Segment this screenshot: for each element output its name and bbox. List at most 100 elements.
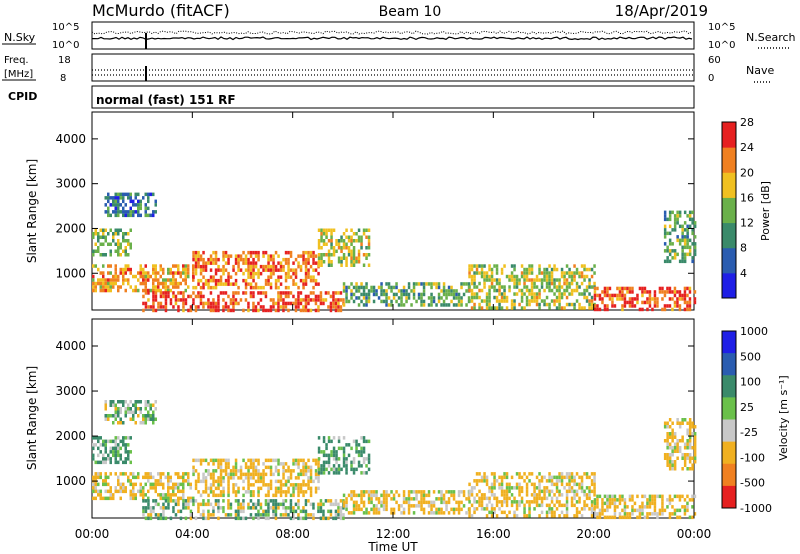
scatter-cell [663, 242, 667, 246]
scatter-cell [124, 446, 127, 451]
scatter-cell [124, 278, 127, 282]
scatter-cell [342, 460, 346, 465]
scatter-cell [277, 254, 280, 258]
scatter-cell [633, 508, 637, 513]
scatter-cell [132, 274, 135, 279]
power-x-ticks [91, 112, 695, 310]
scatter-cell [122, 213, 125, 218]
scatter-cell [347, 235, 351, 239]
scatter-cell [362, 493, 366, 498]
scatter-cell [194, 483, 198, 487]
scatter-cell [520, 264, 524, 268]
scatter-cell [182, 493, 185, 497]
scatter-cell [317, 462, 320, 466]
scatter-cell [94, 489, 97, 494]
scatter-cell [661, 290, 664, 294]
scatter-cell [570, 288, 574, 293]
scatter-cell [194, 285, 198, 290]
scatter-cell [282, 483, 285, 487]
scatter-cell [646, 505, 649, 509]
scatter-cell [583, 507, 586, 511]
scatter-cell [187, 499, 190, 503]
scatter-cell [367, 239, 371, 243]
scatter-cell [297, 502, 300, 507]
scatter-cell [212, 278, 215, 283]
scatter-cell [222, 250, 225, 255]
scatter-cell [294, 486, 298, 491]
scatter-cell [528, 264, 531, 268]
scatter-cell [533, 482, 536, 487]
scatter-cell [681, 467, 684, 471]
scatter-cell [693, 460, 697, 464]
scatter-cell [596, 498, 599, 502]
scatter-cell [249, 282, 253, 286]
scatter-cell [515, 292, 519, 296]
scatter-cell [337, 301, 340, 306]
scatter-cell [347, 285, 351, 290]
scatter-cell [207, 509, 210, 514]
scatter-cell [132, 496, 135, 501]
scatter-cell [638, 515, 642, 520]
scatter-cell [284, 479, 288, 484]
scatter-cell [247, 268, 250, 272]
scatter-cell [688, 456, 692, 460]
scatter-cell [357, 228, 361, 232]
scatter-cell [678, 449, 682, 453]
scatter-cell [668, 286, 672, 291]
scatter-cell [515, 486, 519, 490]
scatter-cell [470, 267, 474, 272]
scatter-cell [209, 301, 213, 306]
scatter-cell [663, 508, 667, 513]
scatter-cell [646, 307, 649, 312]
scatter-cell [691, 217, 694, 222]
scatter-cell [259, 506, 263, 510]
scatter-cell [212, 275, 215, 279]
scatter-cell [362, 289, 366, 293]
scatter-cell [159, 493, 162, 497]
scatter-cell [277, 308, 280, 313]
scatter-cell [242, 278, 245, 283]
scatter-cell [543, 496, 546, 501]
scatter-cell [142, 417, 145, 421]
scatter-cell [262, 509, 265, 514]
scatter-cell [540, 496, 544, 501]
scatter-cell [560, 493, 564, 497]
scatter-cell [648, 300, 652, 305]
scatter-cell [641, 300, 644, 305]
scatter-cell [663, 453, 667, 457]
scatter-cell [573, 496, 576, 501]
scatter-cell [468, 482, 471, 487]
scatter-cell [370, 507, 373, 512]
scatter-cell [317, 467, 321, 472]
scatter-cell [671, 453, 674, 457]
scatter-cell [422, 507, 426, 512]
scatter-cell [182, 305, 185, 309]
scatter-cell [570, 496, 574, 501]
scatter-cell [304, 502, 308, 507]
scatter-cell [500, 285, 504, 289]
scatter-cell [668, 453, 672, 457]
scatter-cell [355, 296, 358, 300]
scatter-cell [490, 489, 494, 494]
scatter-cell [207, 499, 210, 503]
scatter-cell [663, 293, 667, 298]
scatter-cell [302, 483, 305, 487]
scatter-cell [184, 278, 187, 282]
scatter-cell [322, 471, 326, 475]
scatter-cell [493, 496, 496, 501]
scatter-cell [182, 489, 185, 494]
scatter-cell [668, 432, 672, 436]
scatter-cell [312, 268, 315, 272]
scatter-cell [284, 462, 288, 466]
scatter-cell [483, 472, 486, 476]
scatter-cell [653, 498, 657, 502]
scatter-cell [157, 482, 160, 487]
scatter-cell [673, 228, 677, 232]
scatter-cell [422, 500, 426, 505]
scatter-cell [480, 507, 484, 511]
scatter-cell [345, 260, 348, 264]
scatter-cell [681, 297, 684, 301]
scatter-cell [678, 446, 682, 450]
scatter-cell [117, 479, 120, 483]
scatter-cell [580, 281, 584, 286]
